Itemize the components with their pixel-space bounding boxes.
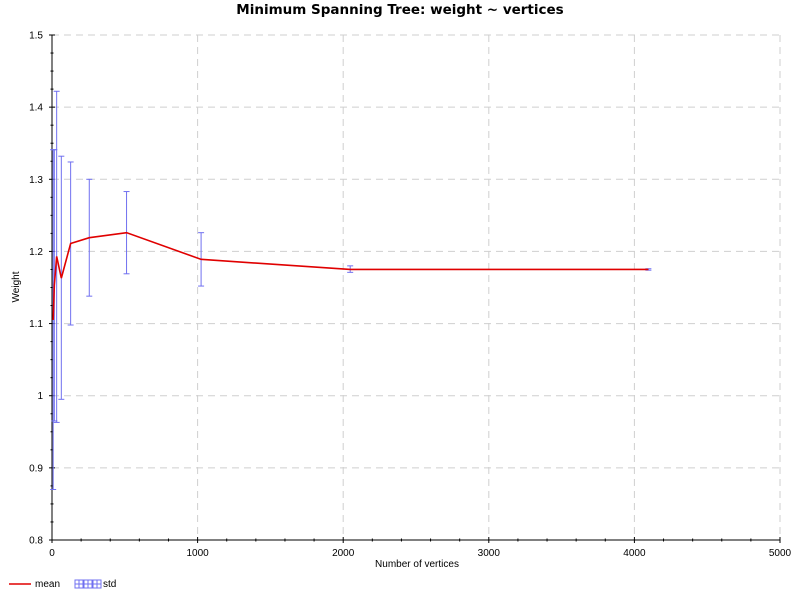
std-errorbars <box>50 90 652 490</box>
chart-title: Minimum Spanning Tree: weight ~ vertices <box>236 2 563 18</box>
y-tick-label: 0.9 <box>29 463 43 474</box>
x-tick-label: 2000 <box>332 548 355 559</box>
y-tick-label: 1.3 <box>29 175 43 186</box>
x-tick-label: 4000 <box>623 548 646 559</box>
x-tick-label: 3000 <box>478 548 501 559</box>
grid <box>52 34 781 540</box>
mean-series-line <box>52 231 649 320</box>
y-tick-label: 1.5 <box>29 31 43 42</box>
x-tick-label: 5000 <box>769 548 792 559</box>
legend-std-swatch <box>74 579 102 589</box>
legend-mean-label: mean <box>35 579 60 590</box>
y-tick-label: 1.1 <box>29 319 43 330</box>
y-tick-label: 1 <box>37 391 43 402</box>
y-tick-label: 1.2 <box>29 247 43 258</box>
axes <box>49 34 781 543</box>
x-tick-label: 1000 <box>186 548 209 559</box>
y-axis-label: Weight <box>11 271 22 302</box>
legend: mean std <box>9 579 116 590</box>
y-tick-label: 1.4 <box>29 103 43 114</box>
x-tick-label: 0 <box>49 548 55 559</box>
y-tick-label: 0.8 <box>29 536 43 547</box>
legend-std-label: std <box>103 579 116 590</box>
x-axis-label: Number of vertices <box>375 559 459 570</box>
tick-labels: 0.8 0.9 1 1.1 1.2 1.3 1.4 1.5 0 1000 2000 3000 4000 5… <box>29 31 791 560</box>
